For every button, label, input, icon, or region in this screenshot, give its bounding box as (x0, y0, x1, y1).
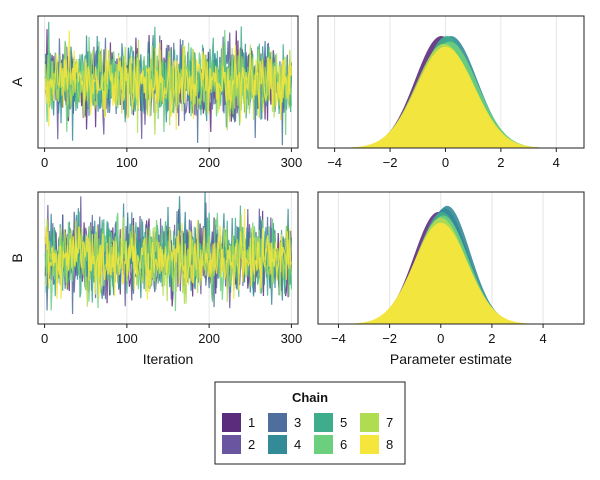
chain-legend: Chain 1 2 3 4 5 6 7 8 (214, 381, 406, 465)
trace-chain-8 (44, 208, 293, 300)
panel-frame (37, 191, 299, 325)
panel-3: B 0 100 200 300 Iteration (9, 191, 303, 367)
x-tick-label: −4 (331, 331, 346, 346)
x-tick-label: 200 (198, 331, 220, 346)
x-tick-label: 0 (41, 155, 48, 170)
legend-item-7: 7 (360, 413, 393, 432)
x-tick-label: −2 (382, 331, 397, 346)
legend-swatch (222, 413, 241, 432)
x-tick-label: 100 (116, 155, 138, 170)
density-areas (318, 205, 554, 324)
x-tick-label: 2 (497, 155, 504, 170)
x-axis-label: Iteration (143, 351, 194, 367)
x-tick-label: 2 (488, 331, 495, 346)
density-chain-8 (318, 222, 554, 324)
legend-swatch (222, 435, 241, 454)
trace-lines (44, 192, 293, 315)
x-tick-label: 300 (281, 331, 303, 346)
panel-2: −4 −2 0 2 4 (317, 15, 585, 170)
legend-swatch (314, 435, 333, 454)
x-tick-label: 4 (539, 331, 546, 346)
legend-item-1: 1 (222, 413, 255, 432)
legend-label: 8 (386, 437, 393, 452)
row-label: B (9, 253, 25, 262)
trace-lines (44, 21, 293, 146)
legend-swatch (360, 413, 379, 432)
x-tick-label: 100 (116, 331, 138, 346)
legend-label: 6 (340, 437, 347, 452)
x-tick-label: 0 (41, 331, 48, 346)
x-tick-label: 4 (553, 155, 560, 170)
panel-4: −4 −2 0 2 4 Parameter estimate (317, 191, 585, 367)
panel-frame (317, 15, 585, 149)
legend-item-3: 3 (268, 413, 301, 432)
x-tick-label: −2 (383, 155, 398, 170)
x-tick-label: 0 (442, 155, 449, 170)
x-tick-label: −4 (327, 155, 342, 170)
density-chain-8 (318, 46, 568, 148)
legend-label: 2 (248, 437, 255, 452)
panel-1: A 0 100 200 300 (9, 15, 303, 170)
legend-item-5: 5 (314, 413, 347, 432)
legend-label: 7 (386, 415, 393, 430)
legend-item-2: 2 (222, 435, 255, 454)
legend-label: 4 (294, 437, 301, 452)
legend-label: 3 (294, 415, 301, 430)
legend-swatch (268, 413, 287, 432)
x-axis-label: Parameter estimate (390, 351, 512, 367)
legend-item-4: 4 (268, 435, 301, 454)
panel-frame (37, 15, 299, 149)
legend-title: Chain (292, 390, 328, 405)
legend-swatch (314, 413, 333, 432)
x-tick-label: 200 (198, 155, 220, 170)
trace-chain-8 (44, 30, 293, 130)
panels: A 0 100 200 300 −4 −2 0 2 4 B 0 100 200 300 Iteration −4… (9, 15, 585, 367)
legend-label: 5 (340, 415, 347, 430)
x-tick-label: 300 (281, 155, 303, 170)
density-areas (318, 36, 568, 148)
legend-item-8: 8 (360, 435, 393, 454)
legend-item-6: 6 (314, 435, 347, 454)
legend-swatch (268, 435, 287, 454)
panel-frame (317, 191, 585, 325)
legend-swatch (360, 435, 379, 454)
row-label: A (9, 77, 25, 87)
x-tick-label: 0 (437, 331, 444, 346)
legend-label: 1 (248, 415, 255, 430)
